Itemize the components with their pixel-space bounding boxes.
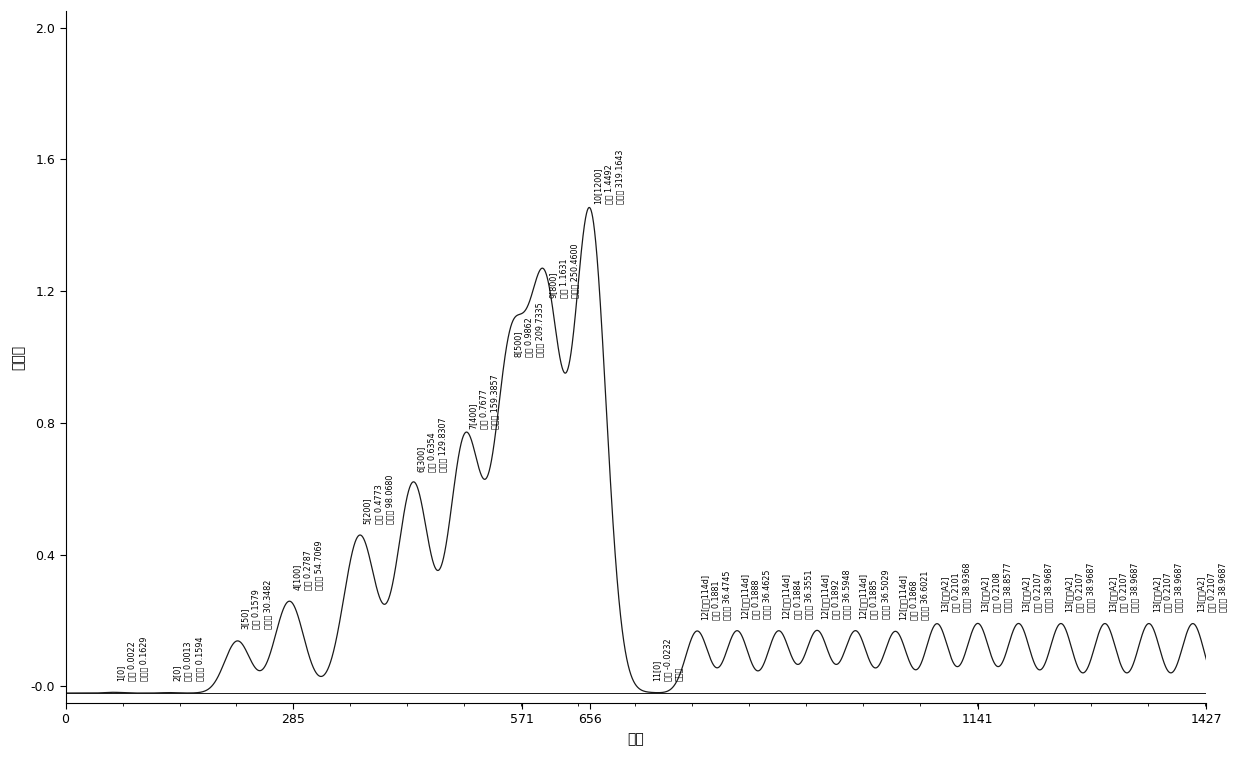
- Text: 12[标样114d]
峰高 0.1892
峰面积 36.5948: 12[标样114d] 峰高 0.1892 峰面积 36.5948: [821, 570, 852, 619]
- Text: 9[800]
峰高 1.1631
峰面积 250.4600: 9[800] 峰高 1.1631 峰面积 250.4600: [548, 244, 579, 298]
- Text: 1[0]
峰高 0.0022
峰面积 0.1629: 1[0] 峰高 0.0022 峰面积 0.1629: [117, 637, 148, 681]
- Text: 10[1200]
峰高 1.4492
峰面积 319.1643: 10[1200] 峰高 1.4492 峰面积 319.1643: [593, 150, 625, 204]
- Text: 6[300]
峰高 0.6354
峰面积 129.8307: 6[300] 峰高 0.6354 峰面积 129.8307: [417, 418, 448, 472]
- Text: 13[水样A2]
峰高 0.2107
峰面积 38.9687: 13[水样A2] 峰高 0.2107 峰面积 38.9687: [1197, 562, 1228, 612]
- Text: 7[400]
峰高 0.7677
峰面积 159.3857: 7[400] 峰高 0.7677 峰面积 159.3857: [469, 374, 500, 428]
- Text: 13[水样A2]
峰高 0.2107
峰面积 38.9687: 13[水样A2] 峰高 0.2107 峰面积 38.9687: [1022, 562, 1053, 612]
- Text: 4[100]
峰高 0.2787
峰面积 54.7069: 4[100] 峰高 0.2787 峰面积 54.7069: [293, 540, 324, 590]
- Text: 12[标样114d]
峰高 0.1885
峰面积 36.5029: 12[标样114d] 峰高 0.1885 峰面积 36.5029: [858, 570, 890, 619]
- Text: 13[水样A2]
峰高 0.2107
峰面积 38.9687: 13[水样A2] 峰高 0.2107 峰面积 38.9687: [1109, 562, 1140, 612]
- Text: 12[标样114d]
峰高 0.1888
峰面积 36.4625: 12[标样114d] 峰高 0.1888 峰面积 36.4625: [740, 570, 771, 619]
- Text: 3[50]
峰高 0.1579
峰面积 30.3482: 3[50] 峰高 0.1579 峰面积 30.3482: [241, 580, 272, 630]
- Text: 5[200]
峰高 0.4773
峰面积 98.0680: 5[200] 峰高 0.4773 峰面积 98.0680: [363, 475, 394, 525]
- Text: 2[0]
峰高 0.0013
峰面积 0.1594: 2[0] 峰高 0.0013 峰面积 0.1594: [172, 637, 203, 681]
- Text: 13[水样A2]
峰高 0.2107
峰面积 38.9687: 13[水样A2] 峰高 0.2107 峰面积 38.9687: [1152, 562, 1183, 612]
- Text: 8[500]
峰高 0.9862
峰面积 209.7335: 8[500] 峰高 0.9862 峰面积 209.7335: [513, 302, 544, 357]
- Text: 13[水样A2]
峰高 0.2108
峰面积 38.8577: 13[水样A2] 峰高 0.2108 峰面积 38.8577: [981, 562, 1012, 612]
- Text: 12[标样114d]
峰高 0.1881
峰面积 36.4745: 12[标样114d] 峰高 0.1881 峰面积 36.4745: [701, 570, 732, 619]
- Text: 13[水样A2]
峰高 0.2101
峰面积 38.9368: 13[水样A2] 峰高 0.2101 峰面积 38.9368: [940, 563, 971, 612]
- Text: 13[水样A2]
峰高 0.2107
峰面积 38.9687: 13[水样A2] 峰高 0.2107 峰面积 38.9687: [1064, 562, 1095, 612]
- Text: 12[标样114d]
峰高 0.1868
峰面积 36.6021: 12[标样114d] 峰高 0.1868 峰面积 36.6021: [899, 571, 930, 620]
- Text: 12[标样114d]
峰高 0.1884
峰面积 36.3551: 12[标样114d] 峰高 0.1884 峰面积 36.3551: [782, 570, 813, 619]
- Text: 11[0]
峰高 -0.0232
峰面积: 11[0] 峰高 -0.0232 峰面积: [652, 639, 683, 681]
- Y-axis label: 吸光度: 吸光度: [11, 344, 25, 369]
- X-axis label: 时间: 时间: [627, 732, 645, 746]
